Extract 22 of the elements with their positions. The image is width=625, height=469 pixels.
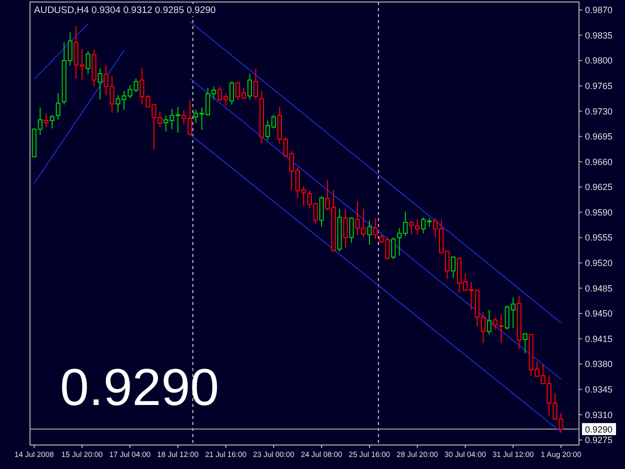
y-tick-label: 0.9555 <box>585 232 613 243</box>
y-tick-label: 0.9835 <box>585 30 613 40</box>
y-tick-label: 0.9625 <box>585 182 613 192</box>
y-tick-label: 0.9765 <box>585 80 613 91</box>
y-tick-label: 0.9415 <box>585 334 613 344</box>
y-tick-label: 0.9520 <box>585 258 613 268</box>
y-tick-label: 0.9660 <box>585 156 613 167</box>
y-tick-label: 0.9870 <box>585 5 613 16</box>
y-tick-label: 0.9800 <box>585 56 613 66</box>
chart-title: AUDUSD,H4 0.9304 0.9312 0.9285 0.9290 <box>34 5 216 16</box>
y-tick-label: 0.9730 <box>585 106 613 116</box>
y-tick-label: 0.9345 <box>585 384 613 395</box>
y-tick-label: 0.9380 <box>585 359 613 370</box>
candlestick <box>56 92 60 120</box>
y-tick-label: 0.9450 <box>585 308 613 319</box>
y-tick-label: 0.9310 <box>585 410 613 420</box>
y-tick-label: 0.9275 <box>585 435 613 446</box>
ref-line-label: 0.9290 <box>585 424 613 434</box>
y-tick-label: 0.9485 <box>585 283 613 294</box>
y-tick-label: 0.9695 <box>585 132 613 142</box>
y-tick-label: 0.9590 <box>585 207 613 218</box>
annotation: 0.9290 <box>60 359 220 417</box>
